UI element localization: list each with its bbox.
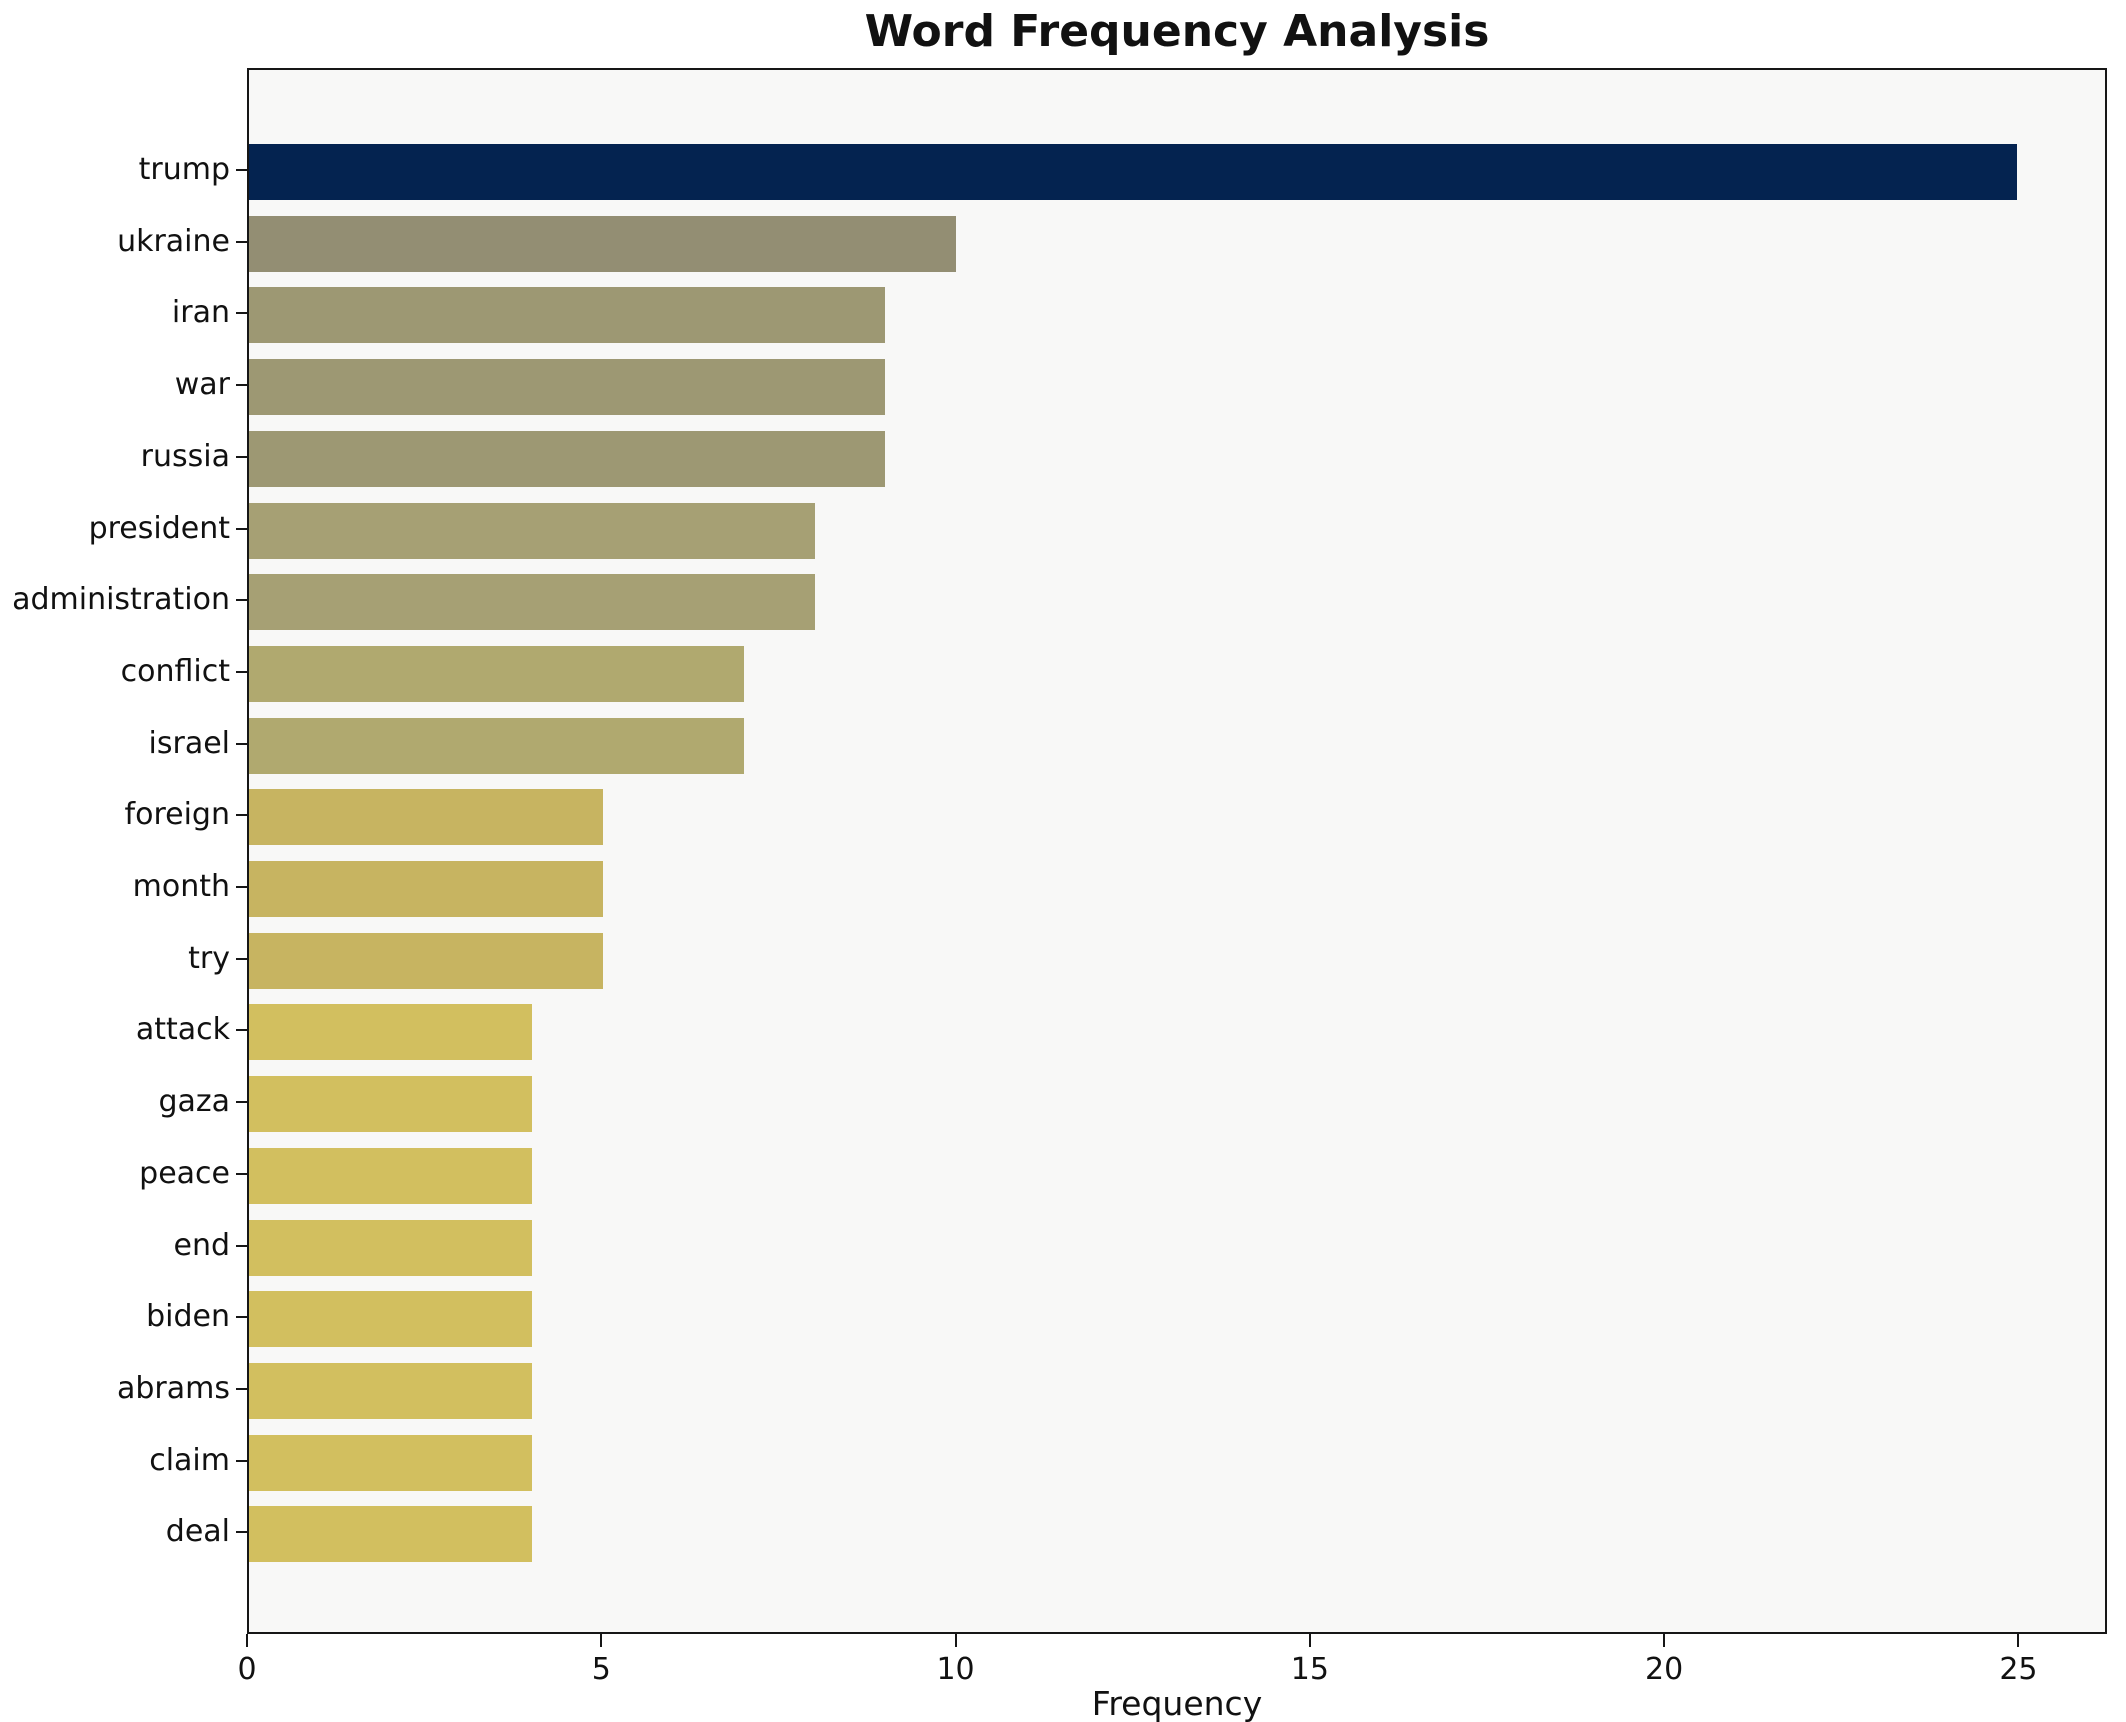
y-tick-label-end: end [173, 1227, 230, 1263]
y-axis-labels: trump ukraine iran war russia president admini… [0, 68, 230, 1634]
y-tick-label-war: war [174, 367, 230, 403]
y-tick-mark [236, 957, 247, 960]
bar-trump [249, 144, 2017, 200]
y-tick-label-attack: attack [135, 1012, 230, 1048]
y-tick-mark [236, 384, 247, 387]
y-tick-label-administration: administration [12, 582, 230, 618]
y-tick-mark [236, 1172, 247, 1175]
x-tick-mark [600, 1634, 603, 1647]
y-tick-mark [236, 1459, 247, 1462]
y-tick-label-ukraine: ukraine [117, 223, 230, 259]
bar-israel [249, 717, 744, 774]
y-tick-label-try: try [188, 940, 230, 976]
bar-ukraine [249, 215, 957, 272]
x-tick-label-10: 10 [936, 1652, 975, 1687]
y-tick-label-trump: trump [138, 152, 230, 187]
y-tick-mark [236, 169, 247, 171]
bar-gaza [249, 1076, 532, 1133]
bar-conflict [249, 645, 744, 702]
bar-russia [249, 430, 886, 487]
chart-title: Word Frequency Analysis [864, 6, 1490, 57]
y-tick-label-claim: claim [149, 1442, 230, 1478]
x-tick-label-5: 5 [591, 1652, 611, 1687]
x-tick-mark [246, 1634, 248, 1647]
y-tick-mark [236, 1316, 247, 1319]
y-tick-label-peace: peace [139, 1155, 230, 1191]
x-tick-label-15: 15 [1290, 1652, 1329, 1687]
x-tick-mark [1663, 1634, 1666, 1647]
bar-try [249, 932, 603, 989]
plot-area [247, 68, 2107, 1634]
y-tick-mark [236, 312, 247, 315]
x-tick-mark [1308, 1634, 1311, 1647]
y-tick-label-abrams: abrams [117, 1370, 230, 1406]
y-tick-mark [236, 455, 247, 458]
bar-president [249, 502, 815, 559]
x-tick-mark [2017, 1634, 2020, 1647]
x-axis-label: Frequency [1091, 1684, 1263, 1722]
bar-peace [249, 1147, 532, 1204]
y-tick-label-month: month [132, 869, 230, 904]
x-tick-label-25: 25 [1999, 1652, 2038, 1687]
y-tick-label-russia: russia [140, 438, 230, 474]
bar-administration [249, 574, 815, 631]
y-tick-mark [236, 240, 247, 243]
bar-biden [249, 1291, 532, 1348]
bar-war [249, 359, 886, 416]
y-tick-label-deal: deal [165, 1514, 230, 1550]
y-tick-mark [236, 599, 247, 602]
y-tick-label-conflict: conflict [120, 653, 230, 689]
bar-claim [249, 1434, 532, 1491]
bar-foreign [249, 789, 603, 846]
y-tick-label-biden: biden [146, 1299, 230, 1335]
y-tick-label-gaza: gaza [158, 1084, 230, 1120]
y-tick-label-president: president [88, 510, 230, 546]
y-tick-label-israel: israel [148, 725, 230, 761]
y-tick-mark [236, 886, 247, 888]
bar-abrams [249, 1362, 532, 1419]
x-tick-label-20: 20 [1645, 1652, 1684, 1687]
x-tick-label-0: 0 [237, 1652, 257, 1687]
bar-end [249, 1219, 532, 1276]
y-tick-mark [236, 1101, 247, 1104]
y-tick-mark [236, 1244, 247, 1247]
y-tick-mark [236, 1387, 247, 1390]
y-tick-mark [236, 814, 247, 817]
y-tick-mark [236, 742, 247, 745]
bar-iran [249, 287, 886, 344]
bar-month [249, 861, 603, 917]
y-tick-mark [236, 527, 247, 530]
y-tick-label-iran: iran [171, 295, 230, 331]
y-tick-mark [236, 670, 247, 673]
y-tick-mark [236, 1029, 247, 1032]
y-tick-label-foreign: foreign [124, 797, 230, 833]
bar-deal [249, 1506, 532, 1563]
x-tick-mark [954, 1634, 957, 1647]
bar-attack [249, 1004, 532, 1061]
y-tick-mark [236, 1531, 247, 1534]
